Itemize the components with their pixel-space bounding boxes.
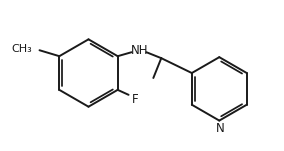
Text: CH₃: CH₃ <box>12 44 33 54</box>
Text: F: F <box>132 93 139 106</box>
Text: N: N <box>216 122 225 135</box>
Text: NH: NH <box>131 44 148 57</box>
